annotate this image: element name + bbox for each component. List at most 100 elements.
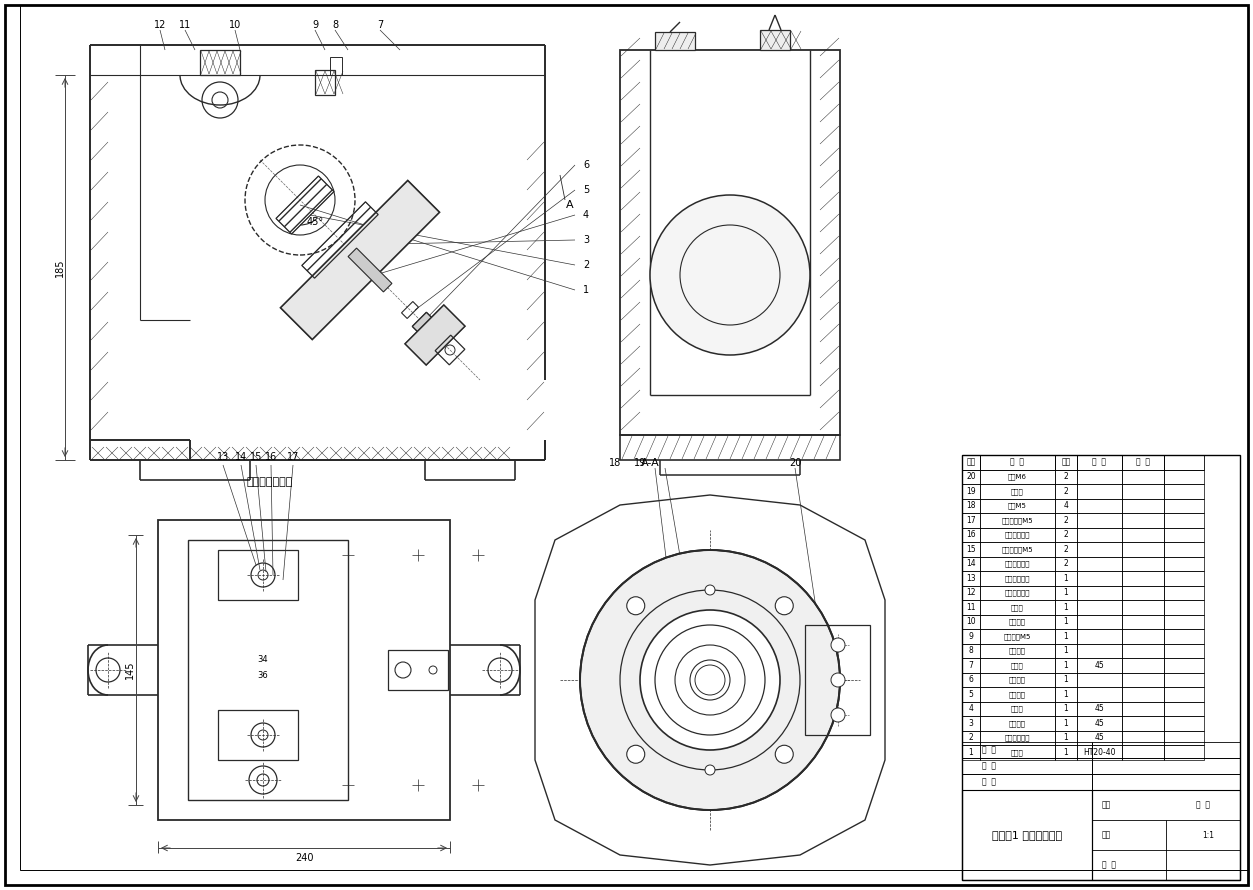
Text: 2: 2: [969, 733, 974, 742]
Bar: [315, 70, 335, 95]
Bar: [388, 650, 449, 690]
Bar: [442, 327, 450, 335]
Bar: [1121, 586, 1164, 600]
Bar: [1164, 455, 1204, 470]
Bar: [980, 673, 1055, 687]
Bar: [1078, 629, 1121, 643]
Bar: [980, 571, 1055, 586]
Bar: [1055, 673, 1078, 687]
Text: 17: 17: [287, 452, 299, 462]
Text: 1: 1: [969, 748, 974, 756]
Bar: [1093, 790, 1240, 880]
Text: 45°: 45°: [307, 217, 323, 227]
Bar: [1121, 528, 1164, 542]
Text: 12: 12: [154, 20, 167, 30]
Text: 1: 1: [1064, 733, 1069, 742]
Text: 15: 15: [249, 452, 262, 462]
Bar: [962, 701, 980, 716]
Bar: [1055, 701, 1078, 716]
Text: 13: 13: [966, 574, 976, 583]
Bar: [980, 556, 1055, 571]
Text: 14: 14: [234, 452, 247, 462]
Polygon shape: [580, 550, 840, 810]
Bar: [1055, 600, 1078, 614]
Text: 1: 1: [1064, 618, 1069, 627]
Bar: [1121, 571, 1164, 586]
Text: 1: 1: [1064, 676, 1069, 684]
Text: 铰链轴: 铰链轴: [1011, 604, 1024, 611]
Bar: [1055, 614, 1078, 629]
Text: 14: 14: [966, 559, 976, 568]
Bar: [1121, 600, 1164, 614]
Text: 2: 2: [1064, 559, 1069, 568]
Text: 20: 20: [789, 458, 801, 468]
Text: 数  量: 数 量: [1101, 861, 1116, 870]
Bar: [980, 716, 1055, 731]
Text: 铰链轴定位销: 铰链轴定位销: [1005, 575, 1030, 581]
Bar: [1164, 600, 1204, 614]
Text: 7: 7: [377, 20, 383, 30]
Bar: [1055, 687, 1078, 701]
Bar: [1164, 658, 1204, 673]
Bar: [761, 30, 789, 50]
Bar: [1121, 556, 1164, 571]
Bar: [1078, 701, 1121, 716]
Bar: [962, 742, 1093, 758]
Circle shape: [831, 673, 845, 687]
Bar: [1164, 528, 1204, 542]
Text: 1:1: 1:1: [1202, 830, 1214, 839]
Bar: [962, 498, 980, 513]
Bar: [1164, 614, 1204, 629]
Bar: [962, 716, 980, 731]
Circle shape: [831, 638, 845, 652]
Bar: [1078, 614, 1121, 629]
Text: 1: 1: [1064, 704, 1069, 713]
Text: 1: 1: [1064, 574, 1069, 583]
Bar: [962, 484, 980, 498]
Bar: [1164, 470, 1204, 484]
Bar: [1055, 716, 1078, 731]
Text: 8: 8: [332, 20, 338, 30]
Bar: [1078, 455, 1121, 470]
Bar: [1078, 658, 1121, 673]
Text: 6: 6: [969, 676, 974, 684]
Text: 2: 2: [1064, 487, 1069, 496]
Text: 数量: 数量: [1061, 457, 1070, 466]
Bar: [980, 513, 1055, 528]
Text: 1: 1: [1064, 690, 1069, 699]
Polygon shape: [405, 305, 465, 365]
Bar: [962, 643, 980, 658]
Bar: [962, 586, 980, 600]
Bar: [962, 470, 980, 484]
Bar: [158, 520, 450, 820]
Text: 菱形螺钉: 菱形螺钉: [1009, 619, 1026, 625]
Text: 图号: 图号: [1101, 800, 1111, 810]
Bar: [980, 687, 1055, 701]
Bar: [980, 731, 1055, 745]
Text: 材  料: 材 料: [1093, 457, 1106, 466]
Text: 16: 16: [264, 452, 277, 462]
Text: 钻模板: 钻模板: [1011, 662, 1024, 668]
Bar: [962, 658, 980, 673]
Bar: [1164, 745, 1204, 759]
Bar: [1078, 687, 1121, 701]
Bar: [1055, 528, 1078, 542]
Text: 16: 16: [966, 530, 976, 539]
Text: 绘  图: 绘 图: [982, 762, 996, 771]
Text: 15: 15: [966, 545, 976, 554]
Bar: [1055, 498, 1078, 513]
Bar: [1121, 542, 1164, 556]
Bar: [962, 542, 980, 556]
Bar: [1055, 731, 1078, 745]
Bar: [980, 498, 1055, 513]
Bar: [1121, 455, 1164, 470]
Bar: [1078, 498, 1121, 513]
Text: 13: 13: [217, 452, 229, 462]
Text: 45: 45: [1095, 660, 1104, 670]
Bar: [1055, 658, 1078, 673]
Circle shape: [705, 765, 715, 775]
Text: 11: 11: [966, 603, 976, 611]
Text: 定位块螺钉M5: 定位块螺钉M5: [1001, 517, 1034, 523]
Polygon shape: [348, 248, 392, 292]
Text: 开口垫圈: 开口垫圈: [1009, 691, 1026, 698]
